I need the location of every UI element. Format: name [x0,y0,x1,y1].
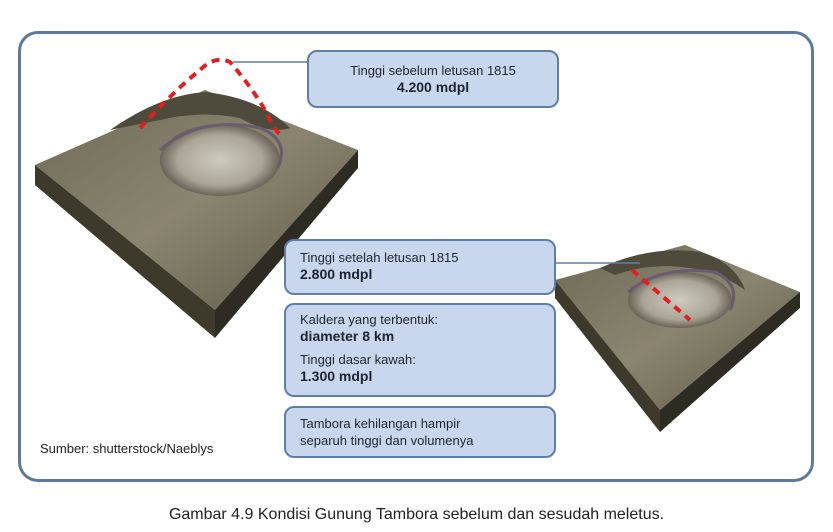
pre-eruption-outline [138,57,282,137]
loss-line-2: separuh tinggi dan volumenya [300,433,474,448]
callout-caldera: Kaldera yang terbentuk: diameter 8 km Ti… [284,303,556,397]
after-height-value: 2.800 mdpl [300,266,373,282]
callout-before-height: Tinggi sebelum letusan 1815 4.200 mdpl [307,50,559,108]
loss-line-1: Tambora kehilangan hampir [300,416,461,431]
callout-after-height: Tinggi setelah letusan 1815 2.800 mdpl [284,239,556,295]
crater-floor-label: Tinggi dasar kawah: [300,352,416,367]
image-source: Sumber: shutterstock/Naeblys [40,441,214,456]
volcano-before-block [35,90,358,338]
crater-floor-value: 1.300 mdpl [300,368,373,384]
figure-caption: Gambar 4.9 Kondisi Gunung Tambora sebelu… [168,506,665,523]
before-height-label: Tinggi sebelum letusan 1815 [350,63,516,78]
after-height-label: Tinggi setelah letusan 1815 [300,250,459,265]
callout-volume-loss: Tambora kehilangan hampir separuh tinggi… [284,406,556,458]
before-height-value: 4.200 mdpl [396,79,470,95]
caldera-label: Kaldera yang terbentuk: [300,312,439,327]
volcano-after-block [555,245,800,432]
caldera-value: diameter 8 km [300,328,395,344]
post-eruption-line [630,268,692,322]
